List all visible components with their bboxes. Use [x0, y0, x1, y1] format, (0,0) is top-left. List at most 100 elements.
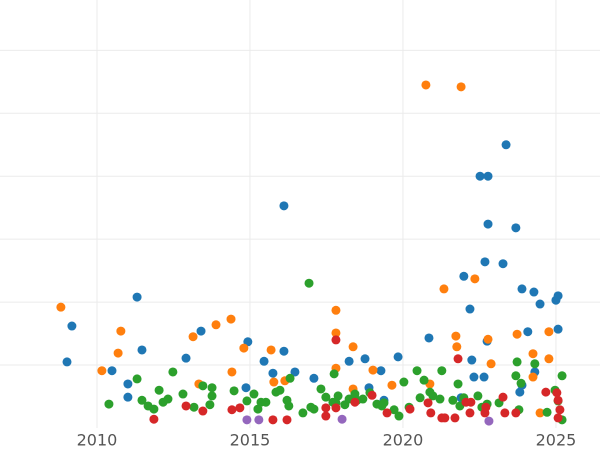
point	[428, 391, 438, 401]
point	[528, 349, 538, 359]
point	[439, 284, 449, 294]
point	[553, 291, 563, 301]
point	[181, 401, 191, 411]
point	[132, 374, 142, 384]
point	[465, 408, 475, 418]
point	[227, 405, 237, 415]
point	[189, 402, 199, 412]
point	[331, 328, 341, 338]
point	[453, 354, 463, 364]
x-tick-label: 2025	[536, 431, 577, 450]
point	[426, 408, 436, 418]
point	[448, 395, 458, 405]
point	[450, 413, 460, 423]
point	[261, 397, 271, 407]
point	[498, 392, 508, 402]
point	[241, 383, 251, 393]
point	[132, 292, 142, 302]
point	[542, 407, 552, 417]
point	[331, 403, 341, 413]
x-tick-label: 2010	[77, 431, 118, 450]
point	[207, 383, 217, 393]
point	[337, 414, 347, 424]
point	[500, 408, 510, 418]
point	[553, 395, 563, 405]
point	[211, 320, 221, 330]
point	[512, 329, 522, 339]
point	[198, 381, 208, 391]
point	[453, 379, 463, 389]
point	[389, 405, 399, 415]
point	[470, 274, 480, 284]
point	[498, 259, 508, 269]
point	[530, 359, 540, 369]
point	[440, 413, 450, 423]
point	[469, 372, 479, 382]
point	[544, 327, 554, 337]
point	[480, 257, 490, 267]
point	[107, 366, 117, 376]
point	[483, 219, 493, 229]
point	[275, 385, 285, 395]
point	[523, 327, 533, 337]
point	[517, 284, 527, 294]
point	[279, 201, 289, 211]
point	[382, 408, 392, 418]
point	[405, 404, 415, 414]
point	[226, 314, 236, 324]
point	[97, 366, 107, 376]
point	[467, 355, 477, 365]
point	[368, 365, 378, 375]
point	[350, 397, 360, 407]
point	[198, 406, 208, 416]
point	[421, 80, 431, 90]
point	[269, 377, 279, 387]
point	[268, 415, 278, 425]
point	[387, 380, 397, 390]
point	[168, 367, 178, 377]
point	[379, 398, 389, 408]
point	[309, 373, 319, 383]
point	[67, 321, 77, 331]
point	[511, 371, 521, 381]
point	[242, 415, 252, 425]
point	[483, 171, 493, 181]
point	[239, 343, 249, 353]
point	[475, 171, 485, 181]
point	[515, 387, 525, 397]
point	[253, 404, 263, 414]
point	[229, 386, 239, 396]
point	[481, 402, 491, 412]
point	[316, 384, 326, 394]
point	[511, 223, 521, 233]
point	[553, 413, 563, 423]
point	[123, 379, 133, 389]
point	[541, 387, 551, 397]
point	[285, 373, 295, 383]
point	[149, 414, 159, 424]
point	[516, 378, 526, 388]
point	[512, 357, 522, 367]
point	[205, 400, 215, 410]
point	[412, 366, 422, 376]
point	[511, 408, 521, 418]
point	[154, 385, 164, 395]
point	[367, 390, 377, 400]
point	[196, 326, 206, 336]
point	[486, 359, 496, 369]
point	[235, 403, 245, 413]
point	[555, 405, 565, 415]
point	[419, 375, 429, 385]
point	[437, 366, 447, 376]
point	[484, 416, 494, 426]
point	[113, 348, 123, 358]
point	[298, 408, 308, 418]
point	[321, 403, 331, 413]
point	[553, 324, 563, 334]
point	[465, 304, 475, 314]
point	[358, 394, 368, 404]
point	[557, 371, 567, 381]
point	[309, 404, 319, 414]
point	[535, 299, 545, 309]
point	[163, 394, 173, 404]
